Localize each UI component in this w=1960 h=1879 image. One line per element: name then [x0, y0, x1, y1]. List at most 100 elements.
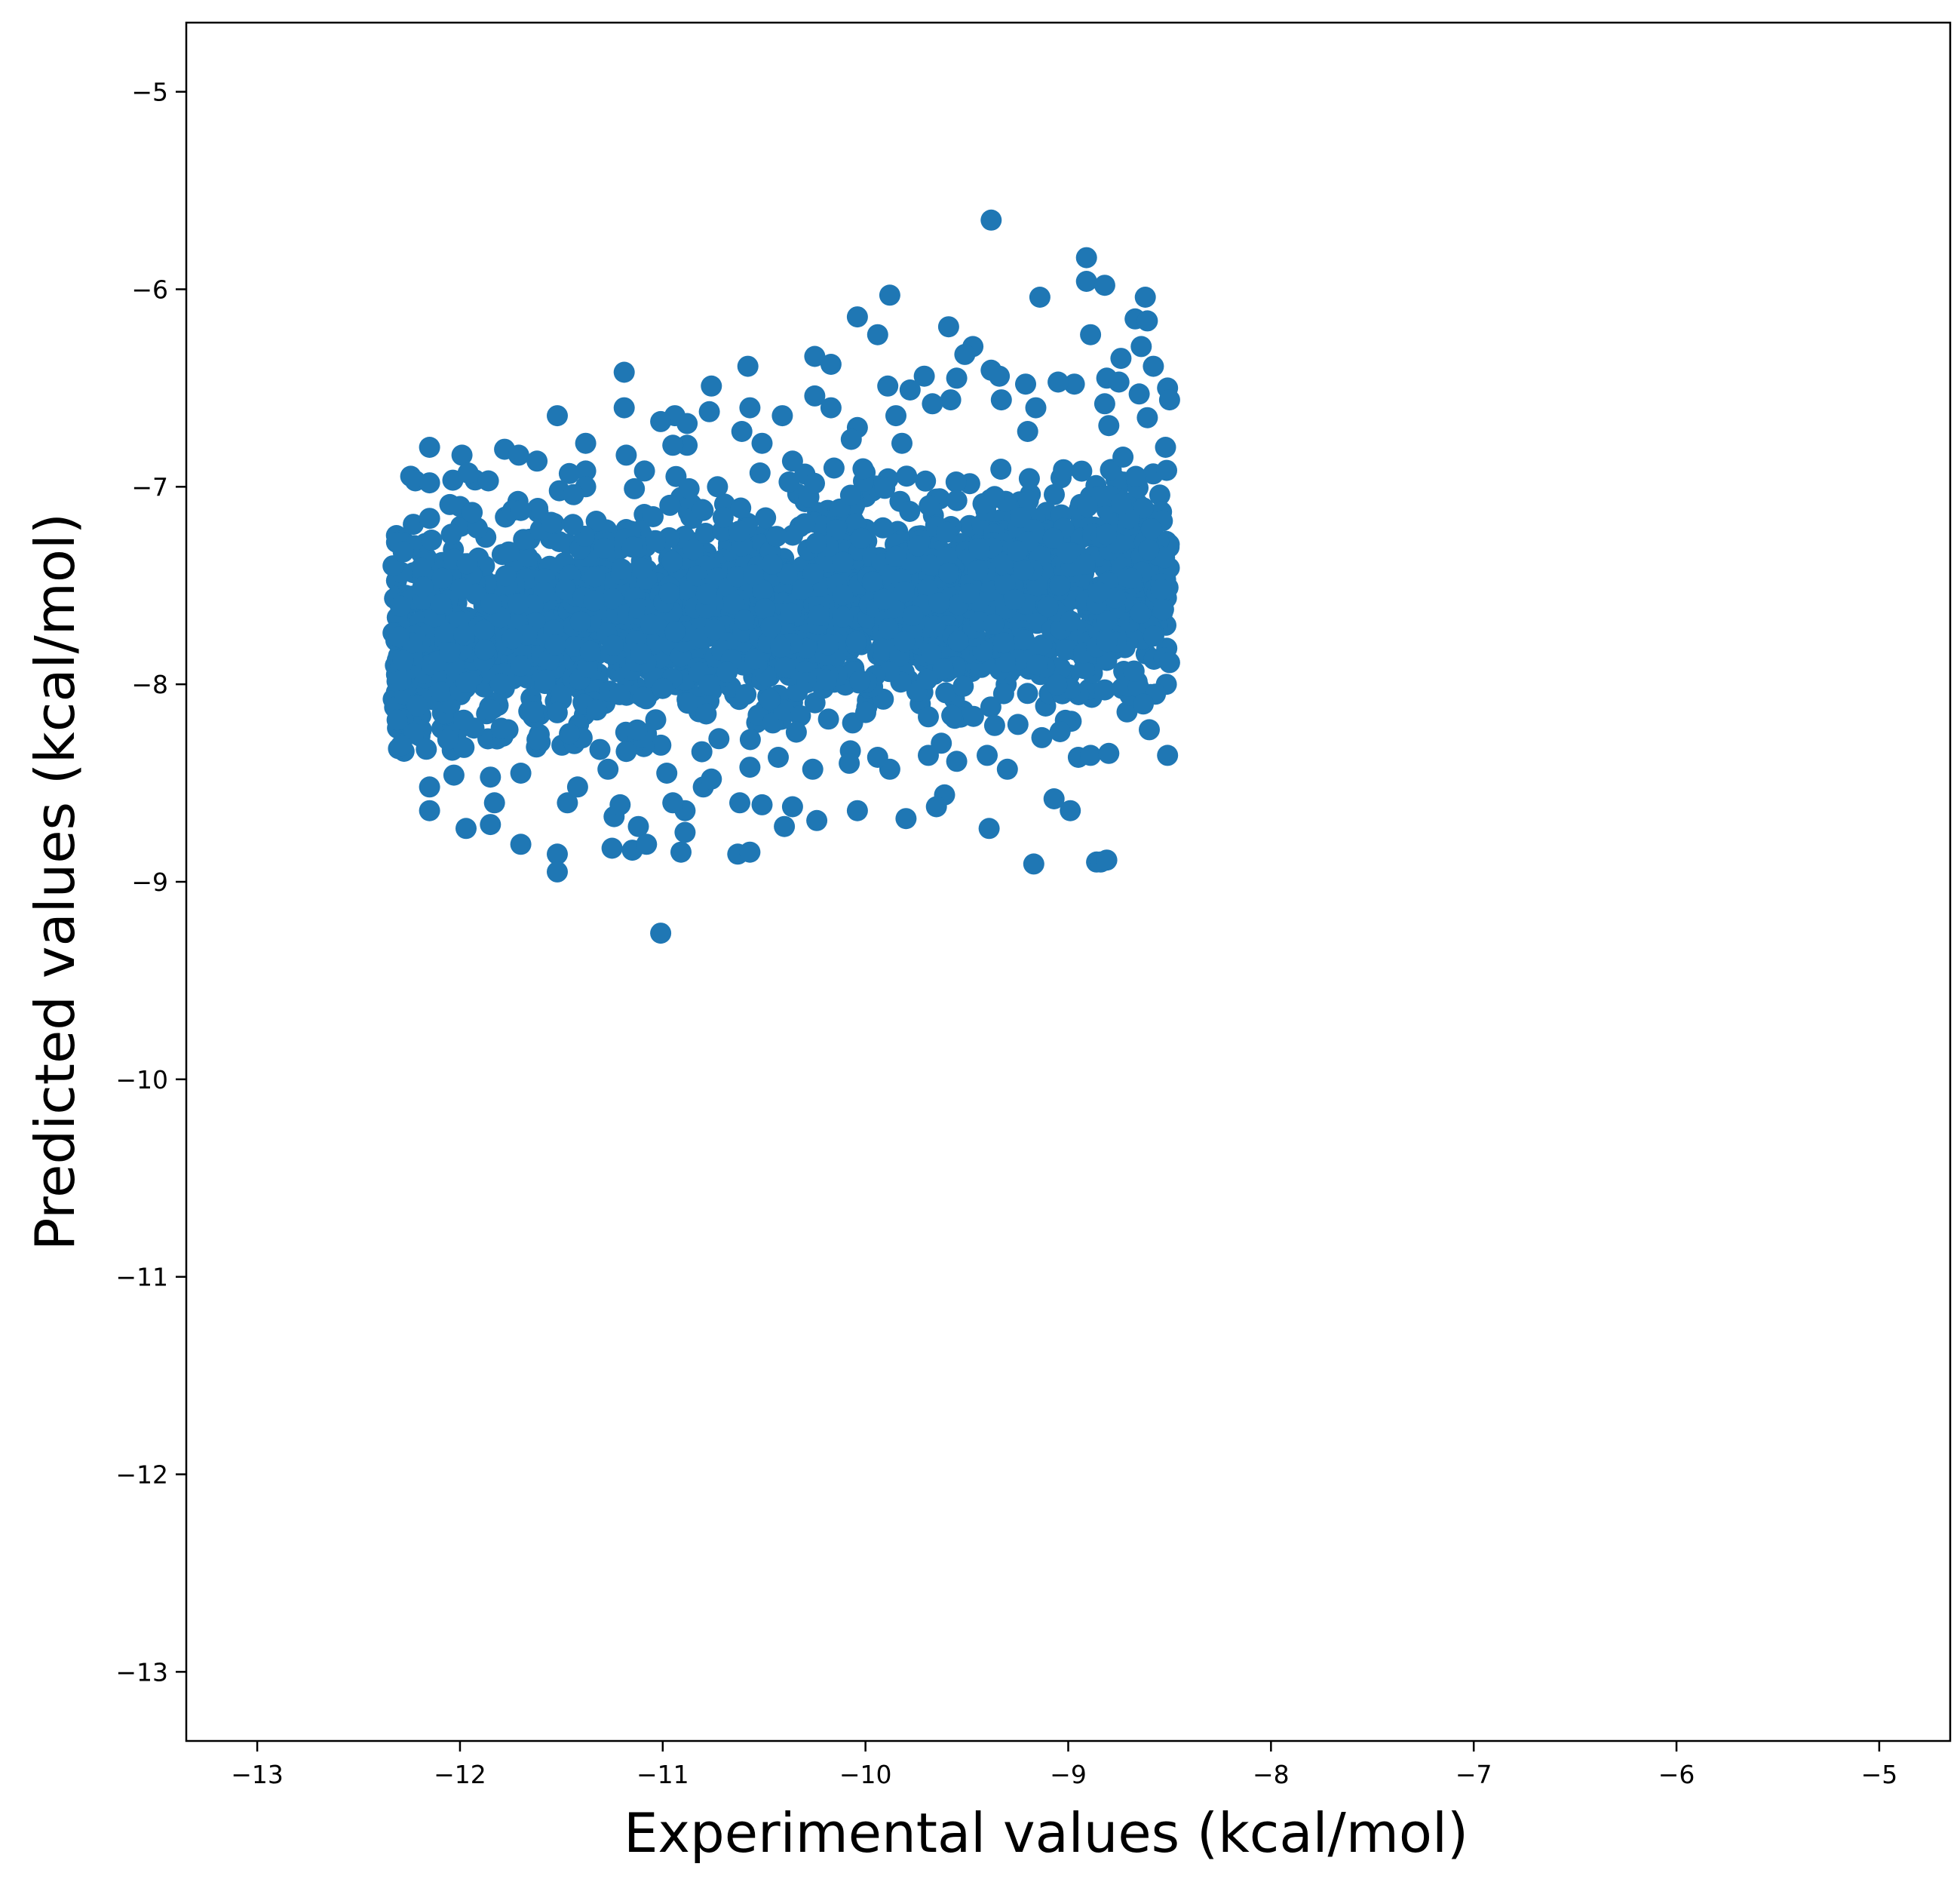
y-tick-label: −12	[115, 1460, 168, 1490]
y-tick-label: −10	[115, 1065, 168, 1095]
data-point	[962, 705, 984, 727]
data-point	[794, 513, 816, 535]
data-point	[935, 682, 957, 704]
data-point	[546, 702, 568, 723]
data-point	[804, 385, 826, 407]
data-point	[490, 717, 512, 739]
data-point	[656, 763, 678, 784]
data-point	[977, 745, 998, 766]
data-point	[1140, 518, 1162, 539]
data-point	[1136, 407, 1158, 428]
data-point	[872, 517, 894, 539]
data-point	[983, 486, 1005, 508]
data-point	[1037, 596, 1059, 618]
data-point	[1156, 459, 1177, 481]
data-point	[754, 598, 776, 619]
data-point	[780, 602, 802, 624]
data-point	[1138, 539, 1160, 560]
data-point	[752, 579, 774, 601]
data-point	[548, 531, 570, 552]
data-point	[615, 741, 637, 763]
data-point	[676, 692, 698, 714]
data-point	[662, 792, 684, 814]
data-point	[662, 434, 684, 456]
data-point	[832, 606, 854, 628]
data-point	[392, 649, 414, 671]
data-point	[802, 563, 824, 585]
data-points	[382, 209, 1180, 944]
x-tick-label: −13	[231, 1760, 284, 1789]
data-point	[1125, 465, 1147, 487]
data-point	[1158, 389, 1180, 411]
data-point	[594, 537, 615, 559]
data-point	[695, 703, 717, 725]
data-point	[1105, 587, 1127, 609]
data-point	[1006, 540, 1028, 562]
y-tick-label: −5	[131, 78, 168, 107]
data-point	[456, 553, 478, 575]
data-point	[832, 584, 854, 606]
data-point	[419, 800, 440, 821]
data-point	[755, 507, 777, 529]
data-point	[825, 519, 847, 541]
data-point	[601, 837, 623, 859]
data-point	[1157, 745, 1179, 766]
data-point	[547, 861, 568, 883]
data-point	[918, 745, 939, 766]
data-point	[659, 494, 681, 516]
data-point	[765, 526, 787, 548]
data-point	[1060, 610, 1081, 632]
data-point	[412, 576, 434, 597]
data-point	[849, 670, 871, 692]
data-point	[954, 343, 976, 365]
data-point	[602, 588, 624, 609]
data-point	[806, 809, 828, 831]
data-point	[894, 631, 916, 652]
data-point	[768, 747, 789, 768]
data-point	[566, 776, 588, 798]
data-point	[839, 484, 861, 506]
data-point	[941, 705, 963, 726]
data-point	[846, 306, 868, 328]
data-point	[691, 741, 713, 763]
data-point	[1110, 493, 1132, 514]
data-point	[1158, 652, 1180, 674]
data-point	[994, 573, 1016, 595]
data-point	[480, 593, 502, 615]
data-point	[781, 450, 803, 472]
data-point	[650, 923, 672, 944]
x-axis-ticks: −13 −12 −11 −10 −9 −8 −7 −6 −5	[231, 1741, 1897, 1789]
data-point	[1098, 415, 1120, 437]
data-point	[1093, 679, 1115, 701]
data-point	[547, 405, 568, 427]
data-point	[1017, 490, 1039, 511]
data-point	[510, 499, 532, 521]
data-point	[474, 639, 495, 661]
data-point	[1004, 589, 1026, 610]
data-point	[1093, 275, 1115, 296]
x-tick-label: −9	[1050, 1760, 1087, 1789]
data-point	[1096, 849, 1118, 871]
data-point	[650, 734, 672, 756]
data-point	[611, 558, 633, 580]
data-point	[867, 747, 888, 768]
data-point	[893, 581, 915, 603]
data-point	[583, 590, 605, 612]
y-tick-label: −11	[115, 1263, 168, 1292]
data-point	[938, 562, 960, 584]
data-point	[1025, 397, 1047, 419]
data-point	[873, 588, 894, 610]
data-point	[534, 669, 556, 691]
data-point	[967, 560, 989, 581]
data-point	[609, 683, 630, 705]
data-point	[632, 686, 654, 708]
data-point	[643, 506, 664, 527]
data-point	[817, 634, 839, 656]
data-point	[804, 345, 826, 367]
data-point	[885, 405, 906, 427]
y-axis-label: Predicted values (kcal/mol)	[23, 513, 87, 1251]
data-point	[774, 815, 796, 837]
data-point	[698, 674, 719, 695]
